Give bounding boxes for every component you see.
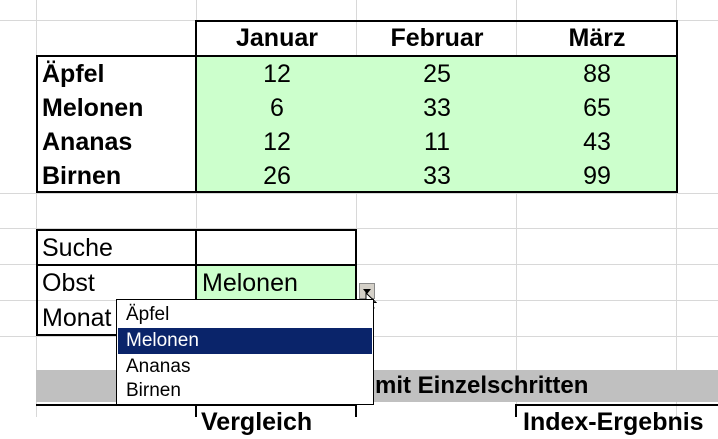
table-cell[interactable]: 88: [583, 60, 611, 88]
row-label-aepfel[interactable]: Äpfel: [42, 60, 105, 88]
dropdown-arrow-button[interactable]: [359, 283, 375, 299]
data-fill: [196, 56, 676, 192]
search-label[interactable]: Suche: [42, 234, 113, 262]
table-cell[interactable]: 33: [423, 94, 451, 122]
row-label-melonen[interactable]: Melonen: [42, 94, 144, 122]
column-header-januar[interactable]: Januar: [236, 24, 318, 52]
row-label-birnen[interactable]: Birnen: [42, 162, 122, 190]
table-cell[interactable]: 12: [263, 60, 291, 88]
row-label-ananas[interactable]: Ananas: [42, 128, 133, 156]
table-cell[interactable]: 25: [423, 60, 451, 88]
table-cell[interactable]: 65: [583, 94, 611, 122]
fruit-dropdown-list[interactable]: Äpfel Melonen Ananas Birnen: [116, 299, 374, 405]
month-label[interactable]: Monat: [42, 304, 112, 332]
dropdown-option-birnen[interactable]: Birnen: [126, 380, 181, 401]
table-cell[interactable]: 33: [423, 162, 451, 190]
table-cell[interactable]: 12: [263, 128, 291, 156]
fruit-select[interactable]: Melonen: [202, 269, 298, 297]
table-cell[interactable]: 43: [583, 128, 611, 156]
section-banner-title: mit Einzelschritten: [375, 372, 589, 399]
table-cell[interactable]: 11: [424, 128, 450, 156]
dropdown-option-melonen[interactable]: Melonen: [118, 328, 372, 354]
column-header-februar[interactable]: Februar: [390, 24, 484, 52]
table-cell[interactable]: 99: [583, 162, 611, 190]
lower-header-index: Index-Ergebnis: [523, 408, 704, 436]
fruit-value-fill: [197, 266, 356, 300]
table-cell[interactable]: 6: [270, 94, 284, 122]
table-cell[interactable]: 26: [263, 162, 291, 190]
fruit-label[interactable]: Obst: [42, 269, 95, 297]
lower-header-vergleich: Vergleich: [201, 408, 313, 436]
column-header-maerz[interactable]: März: [568, 24, 626, 52]
search-input[interactable]: [197, 231, 355, 265]
dropdown-option-aepfel[interactable]: Äpfel: [126, 304, 170, 325]
chevron-down-icon: [363, 289, 371, 294]
dropdown-option-ananas[interactable]: Ananas: [126, 356, 191, 377]
